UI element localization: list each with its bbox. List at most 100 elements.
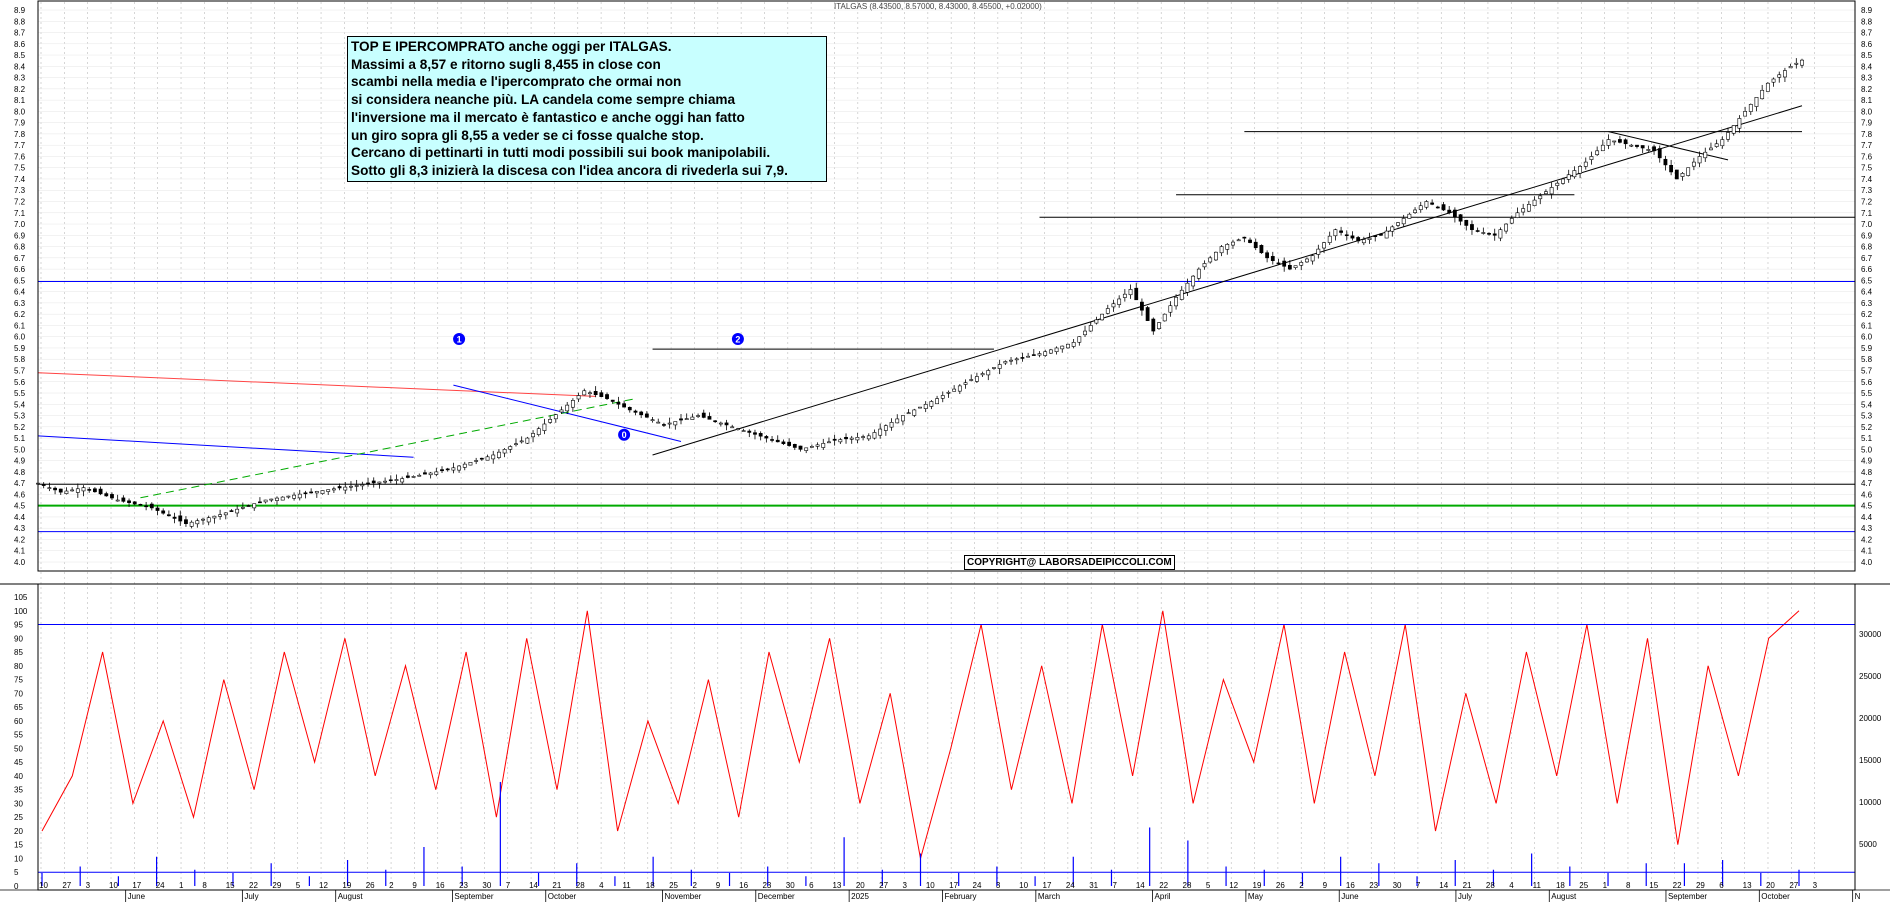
x-tick-label: 2: [389, 881, 394, 890]
candle-body: [832, 438, 837, 441]
candle-body: [781, 441, 786, 445]
month-label: April: [1155, 892, 1171, 901]
candle-body: [110, 494, 114, 499]
y-tick-label-left: 8.6: [14, 40, 26, 49]
candle-body: [1265, 252, 1270, 259]
y-tick-label-right: 6.5: [1861, 276, 1873, 285]
y-tick-label-right: 5.9: [1861, 344, 1873, 353]
candle-body: [1470, 224, 1474, 230]
x-tick-label: 20: [1766, 881, 1775, 890]
candle-body: [1731, 125, 1736, 134]
candle-body: [1134, 287, 1139, 301]
y-tick-label-right: 8.6: [1861, 40, 1873, 49]
x-tick-label: 25: [669, 881, 678, 890]
candle-body: [1077, 336, 1082, 343]
y-tick-label-left: 4.5: [14, 502, 26, 511]
x-tick-label: 11: [1533, 881, 1542, 890]
osc-tick-label: 10: [14, 854, 23, 863]
y-tick-label-left: 8.8: [14, 17, 26, 26]
candle-body: [337, 486, 342, 489]
x-tick-label: 30: [1393, 881, 1402, 890]
x-tick-label: 19: [342, 881, 351, 890]
candle-body: [127, 500, 131, 503]
candle-body: [184, 519, 188, 524]
y-tick-label-left: 4.3: [14, 524, 26, 533]
candle-body: [610, 399, 615, 402]
x-tick-label: 4: [599, 881, 604, 890]
candle-body: [258, 501, 262, 504]
candle-body: [1578, 166, 1582, 174]
y-tick-label-right: 4.2: [1861, 535, 1873, 544]
x-tick-label: 9: [716, 881, 721, 890]
x-tick-label: 16: [739, 881, 748, 890]
copyright-label: COPYRIGHT@ LABORSADEIPICCOLI.COM: [964, 555, 1175, 570]
candle-body: [690, 416, 695, 420]
y-tick-label-left: 8.3: [14, 74, 26, 83]
candle-body: [1299, 262, 1304, 266]
x-tick-label: 20: [856, 881, 865, 890]
candle-body: [1390, 226, 1395, 232]
note-line: l'inversione ma il mercato è fantastico …: [351, 109, 745, 125]
candle-body: [1418, 205, 1423, 211]
candle-body: [525, 437, 530, 444]
month-label: September: [1668, 892, 1707, 901]
month-label: June: [1341, 892, 1359, 901]
candle-body: [1083, 330, 1087, 336]
candle-body: [1213, 251, 1218, 261]
candle-body: [377, 481, 382, 484]
candle-body: [223, 512, 228, 516]
x-tick-label: 7: [1416, 881, 1421, 890]
oscillator: [38, 610, 1855, 873]
candle-body: [434, 471, 439, 475]
candle-body: [218, 514, 222, 517]
candle-body: [297, 493, 302, 499]
candle-body: [1441, 204, 1446, 211]
candle-body: [1743, 111, 1747, 117]
candle-body: [411, 476, 416, 478]
y-tick-label-right: 5.1: [1861, 434, 1873, 443]
candle-body: [1384, 230, 1389, 239]
y-tick-label-left: 5.4: [14, 400, 26, 409]
candle-body: [1555, 182, 1560, 186]
x-tick-label: 18: [1556, 881, 1565, 890]
candle-body: [1697, 156, 1702, 164]
month-label: 2025: [851, 892, 869, 901]
month-label: October: [548, 892, 577, 901]
x-tick-label: 27: [62, 881, 71, 890]
candle-body: [844, 436, 848, 440]
candle-body: [252, 503, 257, 509]
candle-body: [388, 479, 393, 482]
candle-body: [1487, 233, 1491, 235]
markers: 1 2 0: [453, 332, 744, 441]
x-tick-label: 28: [1183, 881, 1192, 890]
note-line: si considera neanche più. LA candela com…: [351, 92, 736, 108]
x-tick-label: 8: [1626, 881, 1631, 890]
y-tick-label-left: 8.4: [14, 62, 26, 71]
osc-tick-label: 90: [14, 634, 23, 643]
x-tick-label: 27: [879, 881, 888, 890]
candle-body: [1589, 156, 1594, 160]
candle-body: [1162, 313, 1167, 322]
candle-body: [827, 441, 831, 444]
candle-body: [593, 391, 598, 396]
candle-body: [883, 425, 888, 431]
candle-body: [718, 422, 723, 425]
candle-body: [303, 492, 308, 495]
x-tick-label: 1: [1603, 881, 1608, 890]
candle-body: [1526, 204, 1531, 212]
candle-body: [1583, 161, 1588, 167]
candle-body: [417, 474, 422, 477]
candle-body: [212, 515, 217, 519]
candle-body: [286, 495, 291, 498]
y-tick-label-left: 4.2: [14, 535, 26, 544]
candle-body: [1191, 275, 1196, 287]
x-tick-label: 3: [902, 881, 907, 890]
candle-body: [1066, 343, 1070, 349]
candle-body: [1322, 242, 1326, 249]
y-tick-label-right: 7.3: [1861, 186, 1873, 195]
candle-body: [1379, 233, 1383, 236]
x-tick-label: 14: [1439, 881, 1448, 890]
candle-body: [1071, 342, 1076, 347]
y-tick-label-right: 5.2: [1861, 423, 1873, 432]
